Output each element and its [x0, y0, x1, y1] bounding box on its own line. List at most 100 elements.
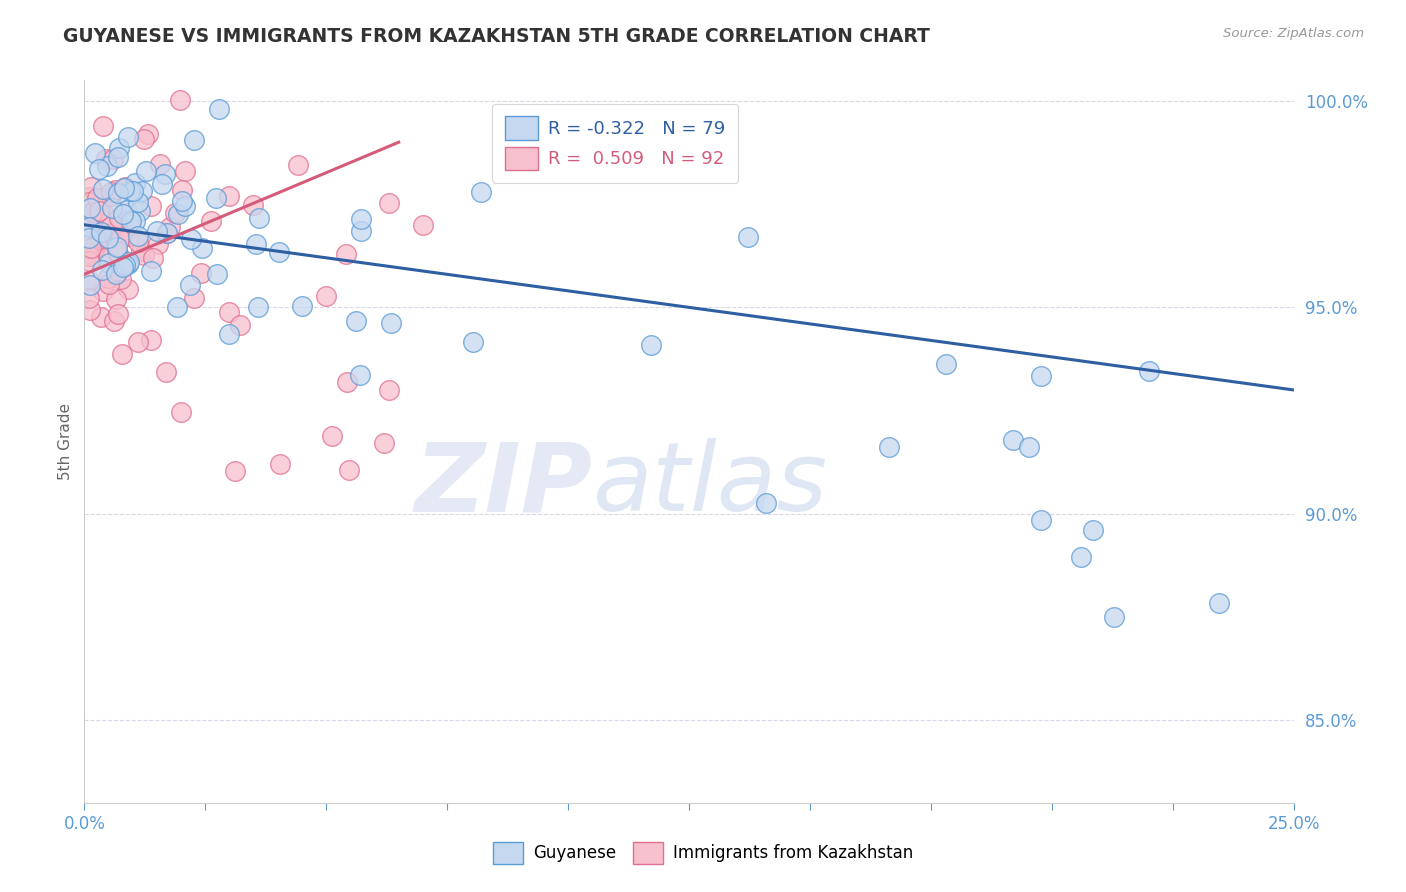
Point: [97, 230, 120, 244]
Point: [115, 206, 138, 220]
Text: atlas: atlas: [592, 438, 827, 532]
Point: [315, 288, 337, 302]
Point: [114, 180, 136, 194]
Point: [80, 241, 103, 255]
Point: [108, 211, 131, 225]
Point: [155, 365, 177, 379]
Point: [127, 334, 149, 349]
Point: [380, 316, 402, 330]
Point: [91, 284, 114, 298]
Point: [153, 167, 176, 181]
Point: [93, 181, 115, 195]
Point: [104, 292, 127, 306]
Point: [120, 214, 142, 228]
Point: [80, 179, 103, 194]
Point: [120, 185, 142, 199]
Point: [1002, 433, 1025, 447]
Point: [205, 267, 228, 281]
Point: [205, 191, 228, 205]
Point: [100, 201, 122, 215]
Point: [94, 208, 117, 222]
Point: [267, 244, 290, 259]
Point: [112, 260, 135, 274]
Point: [190, 266, 212, 280]
Point: [94, 152, 117, 166]
Point: [269, 457, 291, 471]
Point: [100, 219, 122, 234]
Point: [378, 383, 401, 397]
Point: [218, 305, 240, 319]
Point: [373, 436, 395, 450]
Point: [107, 240, 129, 254]
Point: [90, 263, 112, 277]
Point: [127, 235, 149, 249]
Point: [86, 236, 108, 251]
Point: [77, 237, 100, 252]
Point: [183, 133, 205, 147]
Point: [755, 496, 778, 510]
Point: [77, 230, 100, 244]
Point: [77, 253, 100, 268]
Point: [247, 301, 270, 315]
Point: [218, 189, 240, 203]
Point: [124, 213, 146, 227]
Point: [1070, 550, 1092, 565]
Point: [107, 264, 129, 278]
Point: [174, 199, 197, 213]
Point: [110, 214, 132, 228]
Text: GUYANESE VS IMMIGRANTS FROM KAZAKHSTAN 5TH GRADE CORRELATION CHART: GUYANESE VS IMMIGRANTS FROM KAZAKHSTAN 5…: [63, 27, 931, 45]
Point: [287, 158, 309, 172]
Point: [77, 249, 100, 263]
Legend: Guyanese, Immigrants from Kazakhstan: Guyanese, Immigrants from Kazakhstan: [486, 836, 920, 871]
Y-axis label: 5th Grade: 5th Grade: [58, 403, 73, 480]
Point: [141, 199, 163, 213]
Point: [127, 228, 149, 243]
Point: [111, 347, 134, 361]
Point: [156, 226, 179, 240]
Point: [1137, 364, 1160, 378]
Point: [118, 255, 141, 269]
Point: [117, 257, 139, 271]
Point: [87, 232, 110, 246]
Point: [335, 247, 357, 261]
Point: [127, 194, 149, 209]
Point: [91, 119, 114, 133]
Point: [132, 248, 155, 262]
Point: [150, 177, 173, 191]
Point: [86, 191, 108, 205]
Text: Source: ZipAtlas.com: Source: ZipAtlas.com: [1223, 27, 1364, 40]
Point: [291, 299, 314, 313]
Point: [224, 463, 246, 477]
Point: [166, 301, 188, 315]
Point: [84, 241, 107, 255]
Point: [82, 242, 104, 256]
Point: [118, 215, 141, 229]
Point: [110, 271, 132, 285]
Point: [461, 334, 484, 349]
Point: [139, 264, 162, 278]
Point: [98, 256, 121, 270]
Point: [1102, 610, 1125, 624]
Point: [149, 157, 172, 171]
Text: ZIP: ZIP: [415, 438, 592, 532]
Point: [321, 429, 343, 443]
Point: [87, 161, 110, 176]
Point: [470, 185, 492, 199]
Point: [737, 230, 759, 244]
Point: [229, 318, 252, 332]
Point: [183, 292, 205, 306]
Point: [132, 132, 155, 146]
Point: [101, 153, 124, 167]
Point: [105, 244, 128, 258]
Point: [122, 184, 145, 198]
Point: [87, 204, 110, 219]
Point: [103, 314, 125, 328]
Point: [146, 224, 169, 238]
Point: [114, 258, 136, 272]
Point: [100, 226, 122, 240]
Point: [100, 185, 122, 199]
Point: [90, 310, 112, 324]
Point: [77, 190, 100, 204]
Point: [82, 204, 104, 219]
Point: [77, 249, 100, 263]
